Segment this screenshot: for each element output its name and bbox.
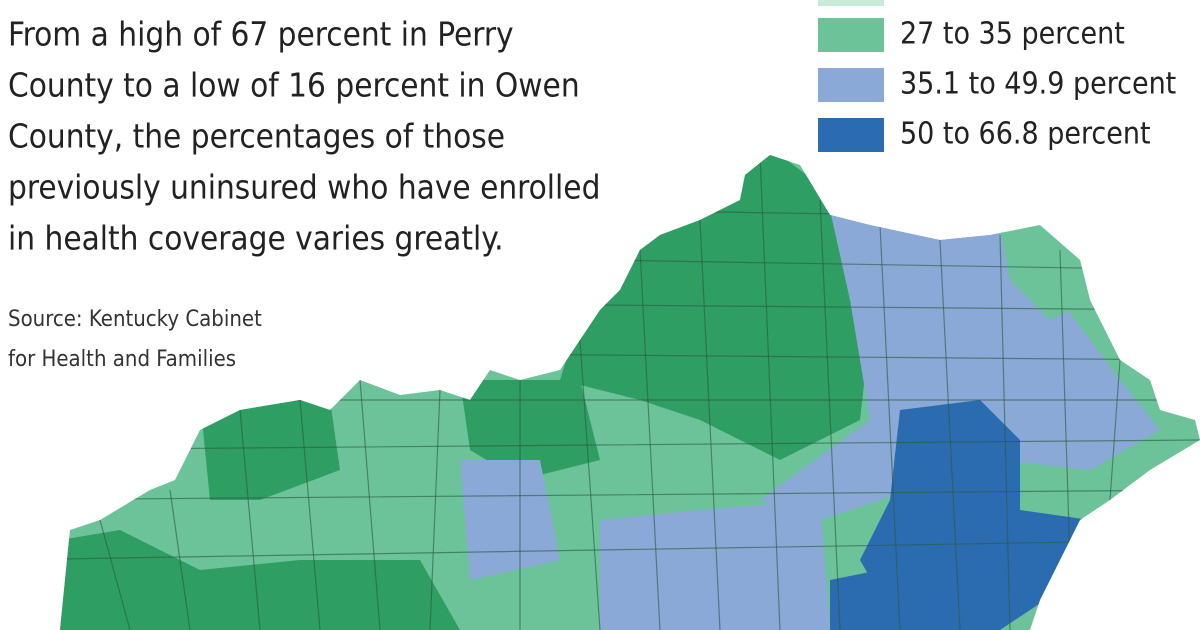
description-line: County, the percentages of those	[8, 117, 505, 156]
legend-label: 27 to 35 percent	[900, 17, 1125, 52]
legend-swatch	[818, 68, 884, 102]
region	[860, 400, 1090, 630]
description-line: previously uninsured who have enrolled	[8, 168, 600, 207]
legend: 27 to 35 percent 35.1 to 49.9 percent 50 t…	[818, 17, 1176, 152]
legend-swatch	[818, 0, 884, 6]
region	[600, 500, 830, 630]
description-line: From a high of 67 percent in Perry	[8, 15, 514, 54]
region	[830, 570, 900, 630]
legend-swatch	[818, 18, 884, 52]
source-line: for Health and Families	[8, 347, 236, 372]
region	[460, 380, 600, 480]
region	[460, 460, 560, 580]
description-line: County to a low of 16 percent in Owen	[8, 66, 580, 105]
description-line: in health coverage varies greatly.	[8, 219, 504, 258]
region	[1000, 230, 1090, 320]
legend-label: 50 to 66.8 percent	[900, 117, 1151, 152]
source-line: Source: Kentucky Cabinet	[8, 307, 262, 332]
legend-swatch	[818, 118, 884, 152]
region	[560, 155, 870, 460]
region	[200, 400, 340, 500]
description: From a high of 67 percent in Perry County…	[8, 15, 600, 258]
legend-label: 35.1 to 49.9 percent	[900, 67, 1176, 102]
region	[60, 530, 460, 630]
source: Source: Kentucky Cabinet for Health and F…	[8, 307, 262, 372]
